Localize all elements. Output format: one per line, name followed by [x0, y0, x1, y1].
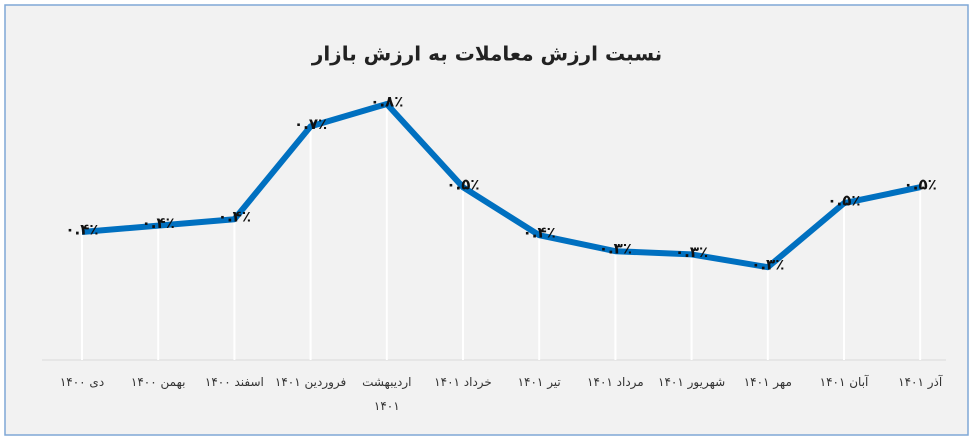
data-label: ۰.۸٪ — [370, 93, 403, 111]
data-line — [81, 101, 921, 271]
data-label: ۰.۴٪ — [218, 208, 251, 226]
x-tick-label: اسفند ۱۴۰۰ — [204, 375, 264, 389]
x-tick-label: آبان ۱۴۰۱ — [819, 375, 869, 389]
chart-frame — [4, 4, 969, 436]
x-tick-label: بهمن ۱۴۰۰ — [130, 375, 186, 389]
x-tick-label: فروردین ۱۴۰۱ — [274, 375, 347, 389]
data-label: ۰.۳٪ — [599, 240, 632, 258]
x-tick-label: خرداد ۱۴۰۱ — [434, 375, 492, 389]
data-label: ۰.۷٪ — [294, 115, 327, 133]
x-tick-label: تیر ۱۴۰۱ — [517, 375, 561, 389]
data-label: ۰.۳٪ — [751, 256, 784, 274]
chart-title: نسبت ارزش معاملات به ارزش بازار — [311, 42, 662, 66]
data-label: ۰.۴٪ — [523, 224, 556, 242]
data-label: ۰.۴٪ — [142, 214, 175, 232]
data-label: ۰.۵٪ — [446, 176, 479, 194]
data-label: ۰.۵٪ — [904, 176, 937, 194]
x-tick-label: اردیبهشت ۱۴۰۱ — [362, 375, 412, 413]
x-tick-label: مهر ۱۴۰۱ — [743, 375, 792, 389]
x-tick-label: آذر ۱۴۰۱ — [898, 375, 943, 389]
x-tick-label: شهریور ۱۴۰۱ — [658, 375, 726, 389]
x-tick-label: دی ۱۴۰۰ — [59, 375, 105, 389]
x-tick-label: مرداد ۱۴۰۱ — [587, 375, 644, 389]
data-label: ۰.۴٪ — [65, 221, 98, 239]
data-label: ۰.۳٪ — [675, 243, 708, 261]
data-label: ۰.۵٪ — [827, 192, 860, 210]
